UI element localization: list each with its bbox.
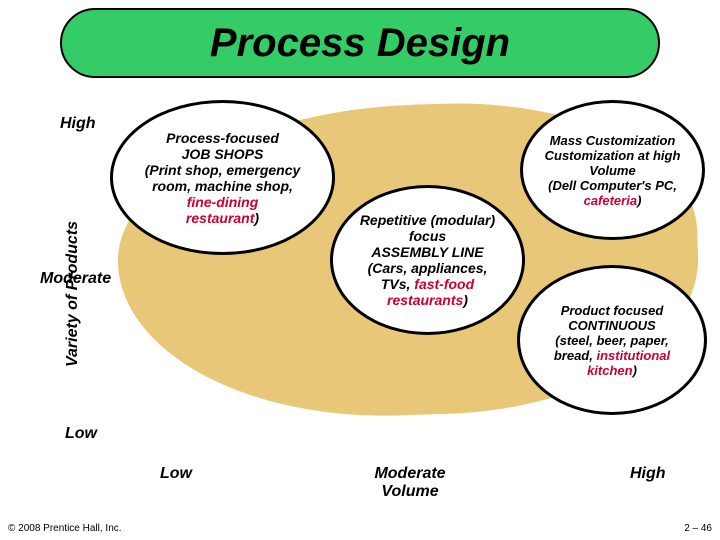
- x-tick-moderate: Moderate Volume: [360, 465, 460, 501]
- x-tick-low: Low: [160, 465, 192, 483]
- footer-copyright: © 2008 Prentice Hall, Inc.: [8, 523, 122, 534]
- oval-repetitive: Repetitive (modular)focusASSEMBLY LINE(C…: [330, 185, 525, 335]
- footer-page-number: 2 – 46: [684, 523, 712, 534]
- oval-product-focused: Product focusedCONTINUOUS(steel, beer, p…: [517, 265, 707, 415]
- oval-mass-custom: Mass CustomizationCustomization at highV…: [520, 100, 705, 240]
- title-box: Process Design: [60, 8, 660, 78]
- oval-content: Process-focusedJOB SHOPS(Print shop, eme…: [145, 130, 301, 226]
- oval-content: Product focusedCONTINUOUS(steel, beer, p…: [554, 303, 670, 378]
- y-tick-moderate: Moderate: [40, 270, 111, 288]
- x-tick-moderate-line2: Volume: [381, 483, 438, 500]
- y-tick-low: Low: [65, 425, 97, 443]
- page-title: Process Design: [210, 21, 510, 66]
- y-axis-label: Variety of Products: [64, 221, 82, 367]
- x-tick-high: High: [630, 465, 666, 483]
- oval-process-focused: Process-focusedJOB SHOPS(Print shop, eme…: [110, 100, 335, 255]
- y-tick-high: High: [60, 115, 96, 133]
- oval-content: Repetitive (modular)focusASSEMBLY LINE(C…: [360, 212, 495, 308]
- x-tick-moderate-line1: Moderate: [374, 465, 445, 482]
- chart-area: Variety of Products High Moderate Low Lo…: [10, 95, 710, 490]
- oval-content: Mass CustomizationCustomization at highV…: [545, 133, 681, 208]
